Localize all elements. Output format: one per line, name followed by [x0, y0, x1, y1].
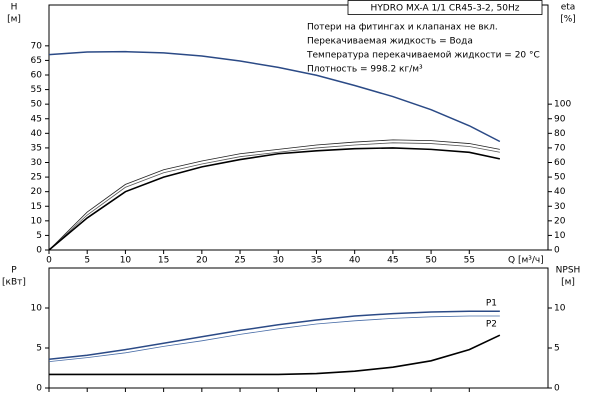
y2-tick-label: 0	[554, 246, 560, 256]
y-tick-label: 30	[31, 158, 43, 168]
note: Плотность = 998.2 кг/м³	[307, 65, 423, 75]
series-label: P2	[486, 320, 497, 330]
y-tick-label: 55	[31, 85, 42, 95]
x-tick-label: 55	[464, 256, 475, 266]
y-tick-label: 5	[36, 344, 42, 354]
y2-tick-label: 5	[554, 344, 560, 354]
plot-frame	[48, 4, 549, 251]
y2-tick-label: 70	[554, 143, 566, 153]
y2-axis-unit: [м]	[561, 278, 575, 288]
y2-tick-label: 60	[554, 158, 566, 168]
y-tick-label: 0	[36, 246, 42, 256]
y-tick-label: 50	[31, 100, 43, 110]
y2-tick-label: 10	[554, 231, 566, 241]
y2-tick-label: 100	[554, 100, 571, 110]
series-line	[48, 147, 501, 251]
x-tick-label: 25	[234, 256, 245, 266]
y2-tick-label: 30	[554, 202, 566, 212]
note: Температура перекачиваемой жидкости = 20…	[306, 51, 540, 61]
x-tick-label: 20	[196, 256, 208, 266]
x-tick-label: 40	[349, 256, 361, 266]
y-tick-label: 15	[31, 202, 42, 212]
series-line	[48, 310, 500, 360]
x-tick-label: 15	[158, 256, 169, 266]
x-tick-label: 10	[120, 256, 132, 266]
series-line	[48, 50, 501, 143]
series-line	[49, 334, 501, 376]
y-tick-label: 60	[31, 71, 43, 81]
y-tick-label: 65	[31, 56, 42, 66]
note: Перекачиваемая жидкость = Вода	[307, 37, 473, 47]
chart-title: HYDRO MX-A 1/1 CR45-3-2, 50Hz	[371, 4, 520, 14]
y-tick-label: 45	[31, 114, 42, 124]
y-tick-label: 5	[36, 231, 42, 241]
y-axis-unit: [м]	[7, 15, 21, 25]
y2-axis-label: NPSH	[556, 266, 581, 276]
y-tick-label: 25	[31, 173, 42, 183]
y-tick-label: 20	[31, 187, 43, 197]
x-tick-label: 5	[84, 256, 90, 266]
y2-tick-label: 10	[554, 304, 566, 314]
y-tick-label: 40	[31, 129, 43, 139]
x-axis-label: Q [м³/ч]	[508, 256, 544, 266]
series-label: P1	[486, 299, 497, 309]
series-line	[48, 139, 500, 251]
x-tick-label: 50	[425, 256, 437, 266]
y2-axis-unit: [%]	[560, 15, 576, 25]
y2-tick-label: 20	[554, 216, 566, 226]
y-tick-label: 70	[31, 41, 43, 51]
series-line	[48, 142, 500, 251]
y-axis-unit: [кВт]	[2, 278, 26, 288]
x-tick-label: 30	[273, 256, 285, 266]
y-axis-label: H	[11, 3, 18, 13]
note: Потери на фитингах и клапанах не вкл.	[307, 23, 498, 33]
y2-axis-label: eta	[561, 3, 576, 13]
plot-frame	[48, 267, 549, 389]
y-tick-label: 0	[36, 384, 42, 394]
y-tick-label: 10	[31, 216, 43, 226]
y2-tick-label: 50	[554, 173, 566, 183]
y2-tick-label: 0	[554, 384, 560, 394]
x-tick-label: 0	[46, 256, 52, 266]
x-tick-label: 45	[387, 256, 398, 266]
y2-tick-label: 40	[554, 187, 566, 197]
title-box	[347, 0, 543, 15]
x-tick-label: 35	[311, 256, 322, 266]
y-tick-label: 10	[31, 304, 43, 314]
series-line	[48, 315, 500, 362]
y-axis-label: P	[11, 266, 17, 276]
y-tick-label: 35	[31, 143, 42, 153]
y2-tick-label: 90	[554, 114, 566, 124]
y2-tick-label: 80	[554, 129, 566, 139]
